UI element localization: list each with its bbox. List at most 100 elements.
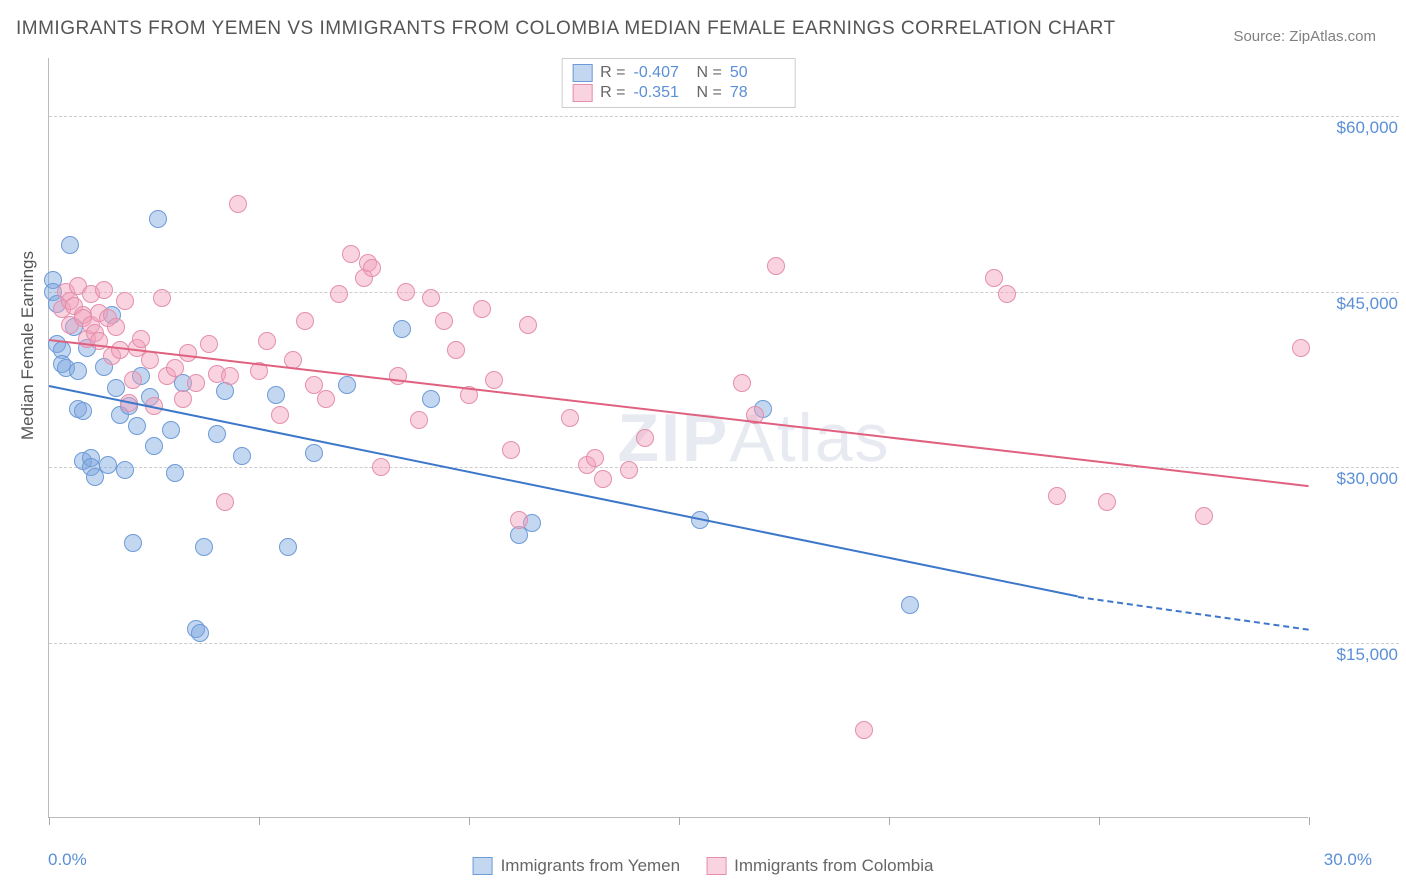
scatter-point — [166, 359, 184, 377]
x-tick — [889, 817, 890, 825]
x-tick-label-left: 0.0% — [48, 850, 87, 870]
scatter-point — [279, 538, 297, 556]
scatter-point — [510, 511, 528, 529]
legend-label: Immigrants from Colombia — [734, 856, 933, 876]
scatter-point — [162, 421, 180, 439]
gridline — [49, 116, 1399, 117]
scatter-point — [594, 470, 612, 488]
stats-row: R =-0.407N =50 — [572, 63, 785, 83]
r-value: -0.351 — [634, 84, 689, 102]
scatter-point — [200, 335, 218, 353]
scatter-point — [132, 330, 150, 348]
scatter-point — [149, 210, 167, 228]
x-tick — [1309, 817, 1310, 825]
legend-swatch — [572, 84, 592, 102]
scatter-point — [422, 289, 440, 307]
scatter-point — [221, 367, 239, 385]
scatter-point — [179, 344, 197, 362]
y-tick-label: $60,000 — [1318, 118, 1398, 138]
scatter-point — [124, 371, 142, 389]
scatter-point — [435, 312, 453, 330]
scatter-point — [767, 257, 785, 275]
scatter-point — [410, 411, 428, 429]
gridline — [49, 467, 1399, 468]
scatter-point — [342, 245, 360, 263]
scatter-point — [473, 300, 491, 318]
legend-swatch — [572, 64, 592, 82]
scatter-point — [258, 332, 276, 350]
scatter-point — [363, 259, 381, 277]
scatter-point — [191, 624, 209, 642]
scatter-point — [61, 236, 79, 254]
scatter-point — [855, 721, 873, 739]
scatter-point — [1195, 507, 1213, 525]
trend-line-dashed — [1078, 596, 1309, 631]
scatter-point — [1098, 493, 1116, 511]
chart-title: IMMIGRANTS FROM YEMEN VS IMMIGRANTS FROM… — [16, 18, 1116, 40]
y-axis-label: Median Female Earnings — [18, 251, 38, 440]
y-tick-label: $15,000 — [1318, 645, 1398, 665]
scatter-point — [296, 312, 314, 330]
scatter-point — [116, 292, 134, 310]
legend-item: Immigrants from Colombia — [706, 856, 933, 876]
scatter-point — [233, 447, 251, 465]
legend-swatch — [706, 857, 726, 875]
scatter-point — [317, 390, 335, 408]
gridline — [49, 643, 1399, 644]
scatter-point — [174, 390, 192, 408]
scatter-point — [636, 429, 654, 447]
scatter-point — [1292, 339, 1310, 357]
n-label: N = — [697, 84, 722, 102]
n-value: 78 — [730, 84, 785, 102]
x-tick — [679, 817, 680, 825]
plot-area: ZIPAtlas R =-0.407N =50R =-0.351N =78 $1… — [48, 58, 1308, 818]
x-tick — [49, 817, 50, 825]
x-tick — [259, 817, 260, 825]
scatter-point — [485, 371, 503, 389]
scatter-point — [330, 285, 348, 303]
scatter-point — [187, 374, 205, 392]
y-tick-label: $30,000 — [1318, 469, 1398, 489]
source-label: Source: ZipAtlas.com — [1233, 28, 1376, 45]
scatter-point — [561, 409, 579, 427]
legend-item: Immigrants from Yemen — [473, 856, 681, 876]
scatter-point — [99, 456, 117, 474]
scatter-point — [128, 417, 146, 435]
scatter-point — [620, 461, 638, 479]
scatter-point — [985, 269, 1003, 287]
scatter-point — [372, 458, 390, 476]
scatter-point — [116, 461, 134, 479]
legend-swatch — [473, 857, 493, 875]
n-label: N = — [697, 64, 722, 82]
y-tick-label: $45,000 — [1318, 294, 1398, 314]
scatter-point — [271, 406, 289, 424]
scatter-point — [267, 386, 285, 404]
scatter-point — [338, 376, 356, 394]
scatter-point — [447, 341, 465, 359]
scatter-point — [502, 441, 520, 459]
trend-line — [49, 339, 1309, 487]
scatter-point — [124, 534, 142, 552]
scatter-point — [166, 464, 184, 482]
scatter-point — [111, 341, 129, 359]
scatter-point — [74, 402, 92, 420]
r-label: R = — [600, 84, 625, 102]
scatter-point — [397, 283, 415, 301]
legend-label: Immigrants from Yemen — [501, 856, 681, 876]
scatter-point — [393, 320, 411, 338]
scatter-point — [69, 362, 87, 380]
scatter-point — [1048, 487, 1066, 505]
scatter-point — [208, 425, 226, 443]
scatter-point — [107, 318, 125, 336]
r-value: -0.407 — [634, 64, 689, 82]
x-tick — [469, 817, 470, 825]
scatter-point — [195, 538, 213, 556]
scatter-point — [389, 367, 407, 385]
gridline — [49, 292, 1399, 293]
scatter-point — [216, 382, 234, 400]
scatter-point — [586, 449, 604, 467]
r-label: R = — [600, 64, 625, 82]
scatter-point — [107, 379, 125, 397]
scatter-point — [519, 316, 537, 334]
x-tick — [1099, 817, 1100, 825]
